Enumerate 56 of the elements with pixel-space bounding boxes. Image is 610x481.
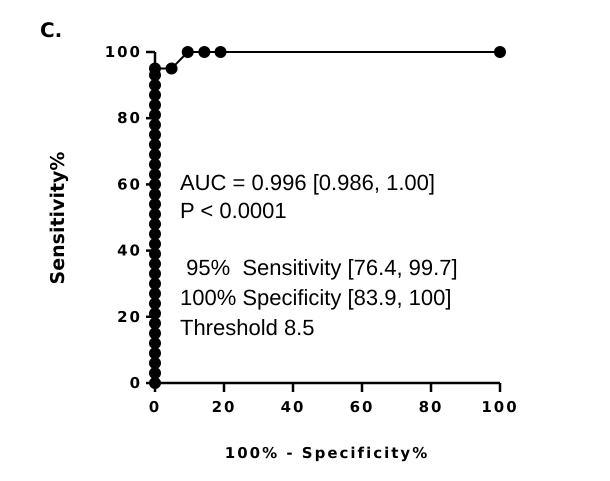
point xyxy=(149,228,161,240)
annotation: 95% Sensitivity [76.4, 99.7] xyxy=(180,255,458,280)
x-tick-label: 20 xyxy=(212,398,236,416)
point xyxy=(149,138,161,151)
point xyxy=(149,278,161,290)
point xyxy=(149,218,161,230)
annotation: Threshold 8.5 xyxy=(180,315,315,340)
point xyxy=(166,62,178,75)
point xyxy=(149,307,161,320)
point xyxy=(149,377,161,389)
point xyxy=(149,288,161,300)
x-axis-title: 100% - Specificity% xyxy=(224,444,430,462)
point xyxy=(149,248,161,260)
y-tick-label: 100 xyxy=(104,43,142,61)
point xyxy=(198,46,210,58)
chart-title: C. xyxy=(40,18,62,42)
point xyxy=(149,168,161,180)
point xyxy=(149,327,161,340)
point xyxy=(149,347,161,360)
point xyxy=(149,208,161,220)
x-tick-label: 80 xyxy=(418,398,444,416)
point xyxy=(149,188,161,200)
x-tick-label: 60 xyxy=(350,398,374,416)
point xyxy=(182,46,194,58)
point xyxy=(149,98,161,111)
point xyxy=(149,148,161,161)
x-tick-label: 100 xyxy=(481,398,519,416)
annotation: AUC = 0.996 [0.986, 1.00] xyxy=(180,170,436,195)
point xyxy=(494,46,506,58)
point xyxy=(149,118,161,131)
y-tick-label: 40 xyxy=(117,242,142,260)
point xyxy=(149,268,161,280)
y-tick-label: 20 xyxy=(117,308,142,326)
annotation: 100% Specificity [83.9, 100] xyxy=(180,285,452,310)
point xyxy=(149,317,161,330)
point xyxy=(149,337,161,350)
point xyxy=(149,178,161,190)
point xyxy=(149,357,161,370)
point xyxy=(149,238,161,250)
point xyxy=(149,158,161,171)
y-tick-label: 80 xyxy=(117,109,142,128)
y-tick-label: 60 xyxy=(117,175,142,194)
x-tick-label: 40 xyxy=(280,398,306,416)
point xyxy=(149,89,161,102)
point xyxy=(149,258,161,270)
point xyxy=(149,367,161,380)
y-tick-label: 0 xyxy=(130,374,142,392)
point xyxy=(149,79,161,92)
x-tick-label: 0 xyxy=(148,398,162,416)
point xyxy=(149,198,161,210)
point xyxy=(149,298,161,310)
point xyxy=(214,46,227,58)
y-axis-title: Sensitivity% xyxy=(47,152,69,284)
point xyxy=(149,128,161,141)
annotation: P < 0.0001 xyxy=(180,198,287,223)
point xyxy=(149,108,161,121)
